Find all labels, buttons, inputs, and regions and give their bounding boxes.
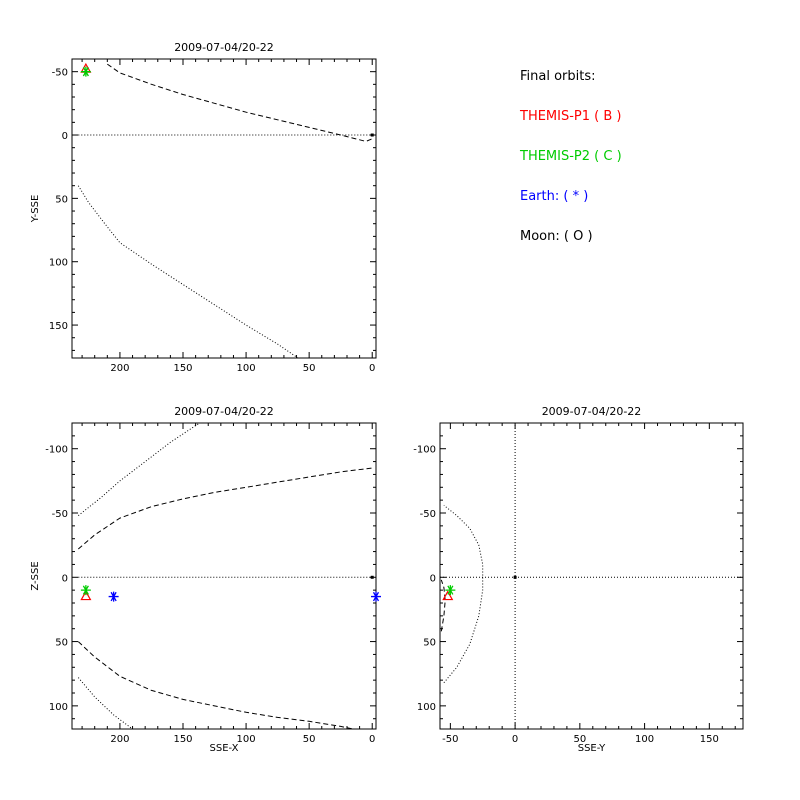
curve-magnetopause-north xyxy=(77,641,354,729)
marker-themis-p2 xyxy=(80,585,91,596)
y-tick-label: -100 xyxy=(45,445,68,456)
legend-heading: Final orbits: xyxy=(520,69,596,84)
marker-earth xyxy=(371,591,381,602)
plot-frame xyxy=(439,422,744,730)
legend-item-moon: Moon: ( O ) xyxy=(520,229,593,244)
y-tick-label: -50 xyxy=(420,509,436,520)
curves-group xyxy=(77,63,373,358)
x-tick-label: 50 xyxy=(303,734,316,745)
legend: Final orbits: THEMIS-P1 ( B ) THEMIS-P2 … xyxy=(519,69,622,244)
plot-frame xyxy=(71,58,377,359)
y-tick-label: 100 xyxy=(49,258,68,269)
plot-frame xyxy=(71,422,377,730)
x-tick-label: 150 xyxy=(173,734,192,745)
curve-bow-shock-south xyxy=(77,423,201,516)
curves-group xyxy=(440,423,743,729)
x-axis-label: SSE-Y xyxy=(578,743,606,754)
curves-group xyxy=(77,423,373,729)
y-tick-label: 0 xyxy=(430,573,436,584)
legend-item-p1: THEMIS-P1 ( B ) xyxy=(519,109,622,124)
y-tick-label: 150 xyxy=(49,321,68,332)
y-tick-label: -100 xyxy=(413,445,436,456)
curve-magnetopause-south xyxy=(77,467,373,550)
x-tick-label: 0 xyxy=(512,734,518,745)
panel-bottom-left: 2009-07-04/20-22 200 150 100 50 0 -100 -50 0 50 10… xyxy=(30,405,381,754)
x-tick-label: 100 xyxy=(635,734,654,745)
y-axis-label: Y-SSE xyxy=(30,195,41,224)
marker-themis-p2 xyxy=(445,585,456,596)
marker-earth xyxy=(108,591,119,602)
curve-magnetopause-section xyxy=(440,579,446,632)
x-tick-label: 200 xyxy=(110,363,129,374)
y-tick-label: 50 xyxy=(55,194,68,205)
marker-moon xyxy=(370,133,374,137)
marker-moon xyxy=(370,575,374,579)
marker-themis-p2 xyxy=(80,66,91,77)
curve-bow-shock-section xyxy=(443,504,484,684)
y-tick-label: 0 xyxy=(62,573,68,584)
x-tick-label: 0 xyxy=(369,363,375,374)
y-tick-label: 100 xyxy=(49,702,68,713)
x-tick-label: 50 xyxy=(573,734,586,745)
marker-themis-p1 xyxy=(442,590,454,601)
curve-magnetopause xyxy=(107,63,373,142)
x-tick-label: 0 xyxy=(369,734,375,745)
y-tick-label: -50 xyxy=(52,509,68,520)
chart-title: 2009-07-04/20-22 xyxy=(174,41,274,54)
y-tick-label: -50 xyxy=(52,68,68,79)
y-tick-label: 100 xyxy=(417,702,436,713)
x-tick-label: 200 xyxy=(110,734,129,745)
x-tick-label: 100 xyxy=(237,363,256,374)
panel-bottom-right: 2009-07-04/20-22 -50 0 50 100 150 -100 -50 0 50 10… xyxy=(413,405,744,754)
x-axis-label: SSE-X xyxy=(210,743,239,754)
marker-moon xyxy=(513,575,517,579)
x-tick-label: 150 xyxy=(173,363,192,374)
y-tick-label: 50 xyxy=(423,638,436,649)
chart-title: 2009-07-04/20-22 xyxy=(542,405,642,418)
y-tick-label: 0 xyxy=(62,131,68,142)
marker-themis-p1 xyxy=(80,590,92,601)
y-axis-label: Z-SSE xyxy=(30,561,41,590)
x-tick-label: 100 xyxy=(237,734,256,745)
panel-top-left: 2009-07-04/20-22 200 150 100 50 0 -50 0 50 100 150… xyxy=(30,41,377,374)
x-tick-label: 50 xyxy=(303,363,316,374)
chart-title: 2009-07-04/20-22 xyxy=(174,405,274,418)
curve-bow-shock-north xyxy=(77,677,133,729)
legend-item-earth: Earth: ( * ) xyxy=(520,189,588,204)
legend-item-p2: THEMIS-P2 ( C ) xyxy=(519,149,622,164)
x-tick-label: -50 xyxy=(442,734,458,745)
x-tick-label: 150 xyxy=(700,734,719,745)
y-tick-label: 50 xyxy=(55,638,68,649)
curve-bow-shock xyxy=(77,185,299,358)
